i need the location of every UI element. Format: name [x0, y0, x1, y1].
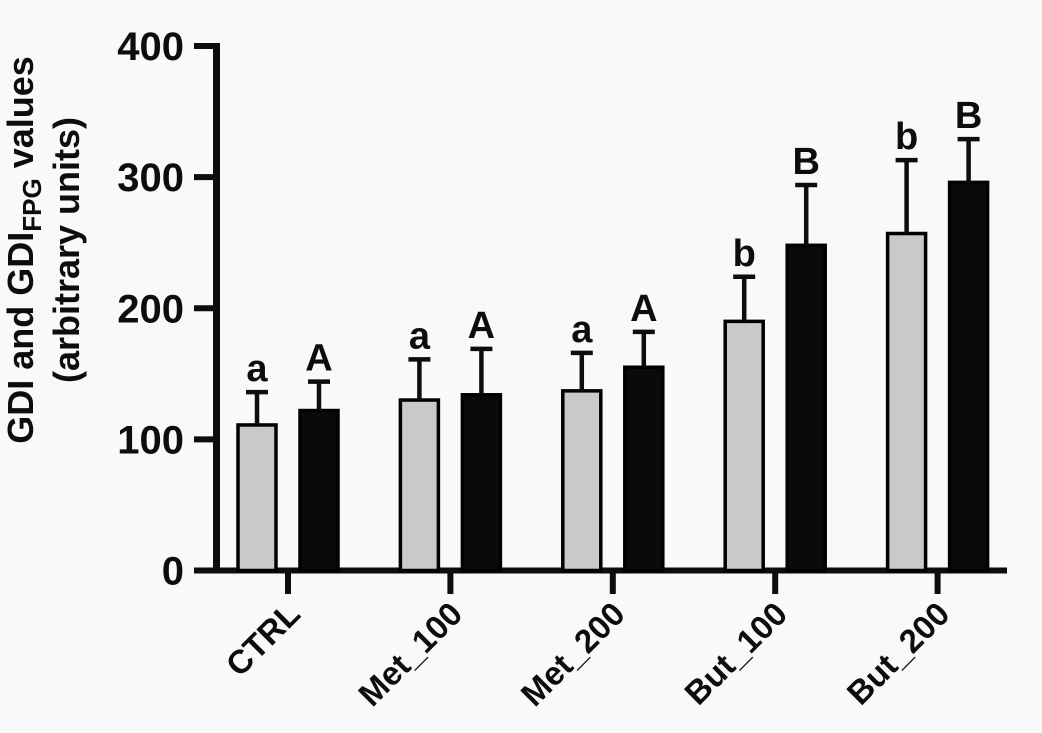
x-tick-label: CTRL — [219, 595, 307, 683]
x-tick-label: Met_200 — [513, 595, 631, 713]
bar-ctrl-gdi_fpg — [298, 408, 340, 573]
significance-letter: a — [571, 309, 593, 351]
x-tick-label: But_100 — [677, 595, 794, 712]
bar-but_200-gdi_fpg — [947, 180, 990, 573]
y-tick-label: 300 — [117, 156, 184, 200]
bar-but_100-gdi — [723, 319, 765, 573]
bar-but_100-gdi_fpg — [785, 243, 827, 573]
y-tick-label: 0 — [162, 550, 184, 594]
y-axis-title-text: values — [0, 56, 41, 178]
y-axis-title-line1: GDI and GDIFPG values — [0, 56, 47, 444]
bar-met_200-gdi — [561, 389, 603, 573]
y-axis-title-text: GDI and GDI — [0, 232, 41, 444]
significance-letter: a — [246, 348, 268, 390]
x-tick-label: Met_100 — [351, 595, 469, 713]
y-tick-label: 100 — [117, 418, 184, 462]
bar-but_200-gdi — [885, 231, 928, 573]
y-axis-title-line2: (arbitrary units) — [46, 117, 87, 383]
y-axis-title-subscript: FPG — [17, 178, 47, 231]
significance-letter: b — [895, 116, 918, 158]
significance-letter: B — [955, 95, 982, 137]
significance-letter: A — [630, 288, 657, 330]
y-tick-label: 200 — [117, 287, 184, 331]
bar-met_200-gdi_fpg — [623, 365, 665, 573]
bar-met_100-gdi — [398, 398, 441, 573]
x-tick-label: But_200 — [840, 595, 957, 712]
significance-letter: a — [409, 315, 431, 357]
significance-letter: B — [792, 141, 819, 183]
significance-letter: b — [733, 233, 756, 275]
bar-ctrl-gdi — [236, 423, 278, 573]
bar-met_100-gdi_fpg — [460, 393, 503, 573]
significance-letter: A — [305, 338, 332, 380]
y-tick-label: 400 — [117, 25, 184, 69]
significance-letter: A — [468, 305, 495, 347]
